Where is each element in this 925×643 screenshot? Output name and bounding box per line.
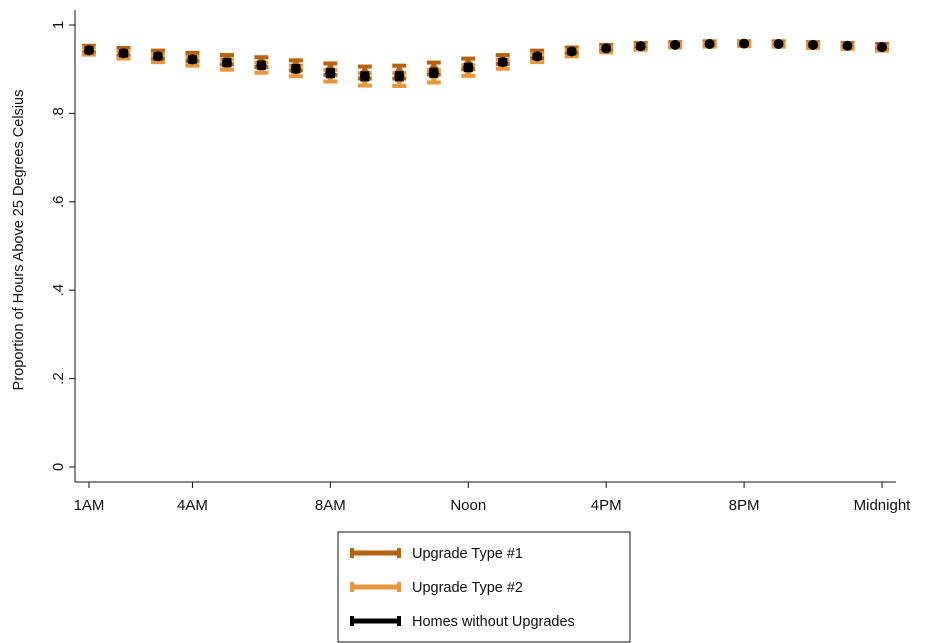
series-layer bbox=[82, 38, 889, 88]
data-point bbox=[84, 45, 94, 56]
legend: Upgrade Type #1 Upgrade Type #2 Homes with… bbox=[337, 531, 631, 643]
data-point bbox=[808, 39, 819, 50]
x-tick-label: 4PM bbox=[591, 497, 622, 514]
data-point bbox=[325, 68, 336, 79]
data-point bbox=[152, 51, 163, 62]
data-point bbox=[428, 67, 439, 78]
legend-entries: Upgrade Type #1 Upgrade Type #2 Homes with… bbox=[350, 546, 575, 630]
y-axis-ticks: 0 .2 .4 .6 .8 1 bbox=[50, 21, 75, 471]
plot-area: 0 .2 .4 .6 .8 1 1AM 4AM 8AM Noon 4PM 8PM Midnight bbox=[50, 10, 911, 514]
x-tick-label: Noon bbox=[450, 497, 486, 514]
y-tick-label: .8 bbox=[50, 107, 67, 120]
data-point bbox=[532, 51, 543, 62]
y-tick-label: .2 bbox=[50, 372, 67, 385]
x-tick-label: 8AM bbox=[315, 497, 346, 514]
data-point bbox=[842, 40, 853, 51]
x-tick-label: 4AM bbox=[177, 497, 208, 514]
y-axis-title: Proportion of Hours Above 25 Degrees Cel… bbox=[11, 90, 27, 391]
series-2 bbox=[82, 40, 889, 88]
data-point bbox=[221, 57, 232, 68]
data-point bbox=[187, 54, 198, 65]
data-point bbox=[497, 57, 508, 68]
x-tick-label: Midnight bbox=[854, 497, 912, 514]
data-point bbox=[704, 39, 715, 50]
y-tick-label: .6 bbox=[50, 196, 67, 209]
legend-label: Homes without Upgrades bbox=[412, 614, 575, 630]
data-point bbox=[463, 62, 474, 73]
data-point bbox=[394, 71, 405, 82]
data-point bbox=[359, 71, 370, 82]
data-point bbox=[773, 39, 784, 50]
legend-label: Upgrade Type #2 bbox=[412, 580, 523, 596]
data-point bbox=[118, 48, 129, 59]
y-tick-label: 1 bbox=[50, 21, 67, 29]
y-tick-label: .4 bbox=[50, 284, 67, 297]
data-point bbox=[635, 41, 646, 52]
data-point bbox=[290, 63, 301, 74]
series-3 bbox=[84, 38, 887, 82]
series-1 bbox=[82, 39, 889, 81]
data-point bbox=[670, 39, 681, 50]
data-point bbox=[256, 60, 267, 71]
data-point bbox=[566, 46, 577, 57]
data-point bbox=[739, 38, 750, 49]
x-tick-label: 8PM bbox=[729, 497, 760, 514]
y-tick-label: 0 bbox=[50, 463, 67, 471]
legend-label: Upgrade Type #1 bbox=[412, 546, 523, 562]
data-point bbox=[601, 43, 612, 54]
x-tick-label: 1AM bbox=[74, 497, 105, 514]
x-axis-ticks: 1AM 4AM 8AM Noon 4PM 8PM Midnight bbox=[74, 482, 912, 514]
data-point bbox=[877, 42, 887, 53]
